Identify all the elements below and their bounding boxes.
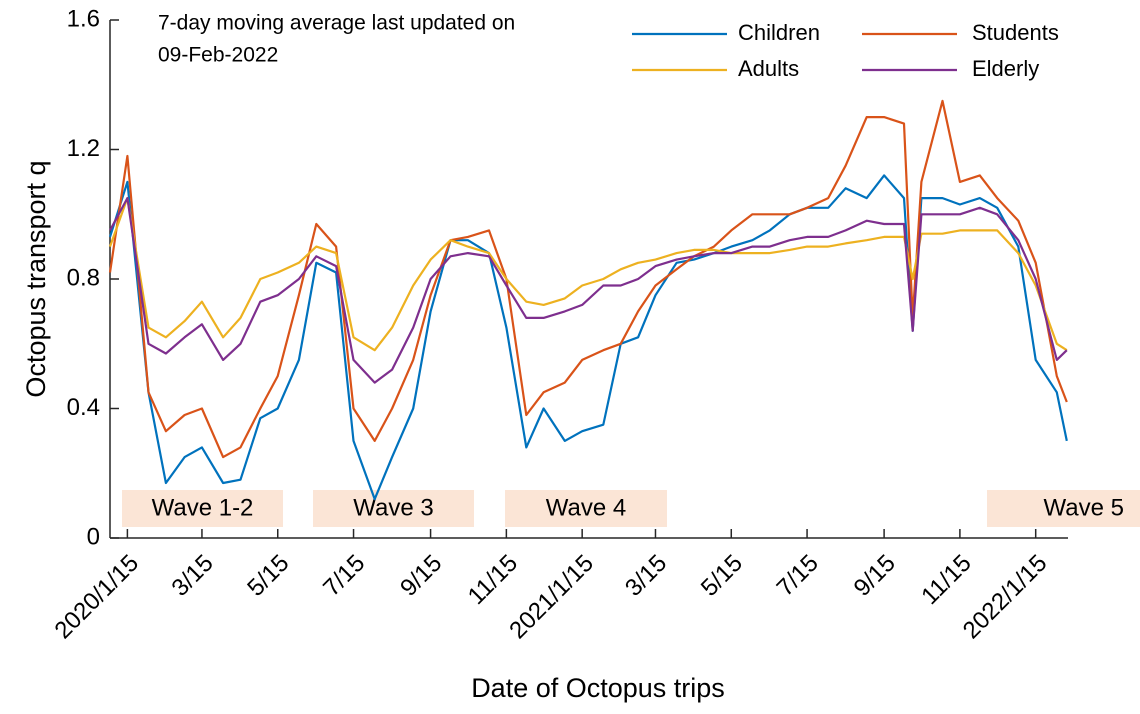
y-axis-label: Octopus transport q	[21, 160, 51, 397]
wave-label: Wave 3	[353, 494, 433, 521]
x-tick-label: 2021/1/15	[504, 550, 599, 645]
wave-box	[122, 490, 283, 527]
x-tick-label: 11/15	[916, 550, 976, 610]
x-tick-label: 7/15	[318, 550, 370, 602]
legend-label: Children	[738, 20, 820, 45]
x-tick-label: 5/15	[242, 550, 294, 602]
wave-box	[505, 490, 667, 527]
wave-label: Wave 5	[1044, 494, 1124, 521]
x-axis-label: Date of Octopus trips	[471, 673, 725, 703]
y-tick-label: 0.4	[67, 394, 100, 421]
y-tick-label: 1.6	[67, 5, 100, 32]
y-tick-label: 0	[87, 523, 100, 550]
y-tick-label: 0.8	[67, 264, 100, 291]
legend-label: Elderly	[972, 56, 1039, 81]
x-tick-label: 9/15	[395, 550, 447, 602]
x-tick-label: 2020/1/15	[50, 550, 145, 645]
note: 7-day moving average last updated on	[158, 12, 515, 35]
wave-box	[313, 490, 474, 527]
x-tick-label: 2022/1/15	[958, 550, 1053, 645]
y-tick-label: 1.2	[67, 135, 100, 162]
x-tick-label: 3/15	[620, 550, 672, 602]
x-tick-label: 7/15	[772, 550, 824, 602]
legend-label: Students	[972, 20, 1059, 45]
legend-label: Adults	[738, 56, 799, 81]
x-tick-label: 5/15	[696, 550, 748, 602]
wave-label: Wave 1-2	[152, 494, 254, 521]
wave-label: Wave 4	[546, 494, 626, 521]
series-line	[108, 174, 1068, 501]
note: 09-Feb-2022	[158, 44, 278, 67]
wave-box	[987, 490, 1140, 527]
x-tick-label: 11/15	[463, 550, 523, 610]
series-line	[109, 197, 1068, 384]
series-line	[108, 99, 1068, 459]
x-tick-label: 3/15	[167, 550, 219, 602]
series-line	[108, 197, 1068, 352]
x-tick-label: 9/15	[849, 550, 901, 602]
